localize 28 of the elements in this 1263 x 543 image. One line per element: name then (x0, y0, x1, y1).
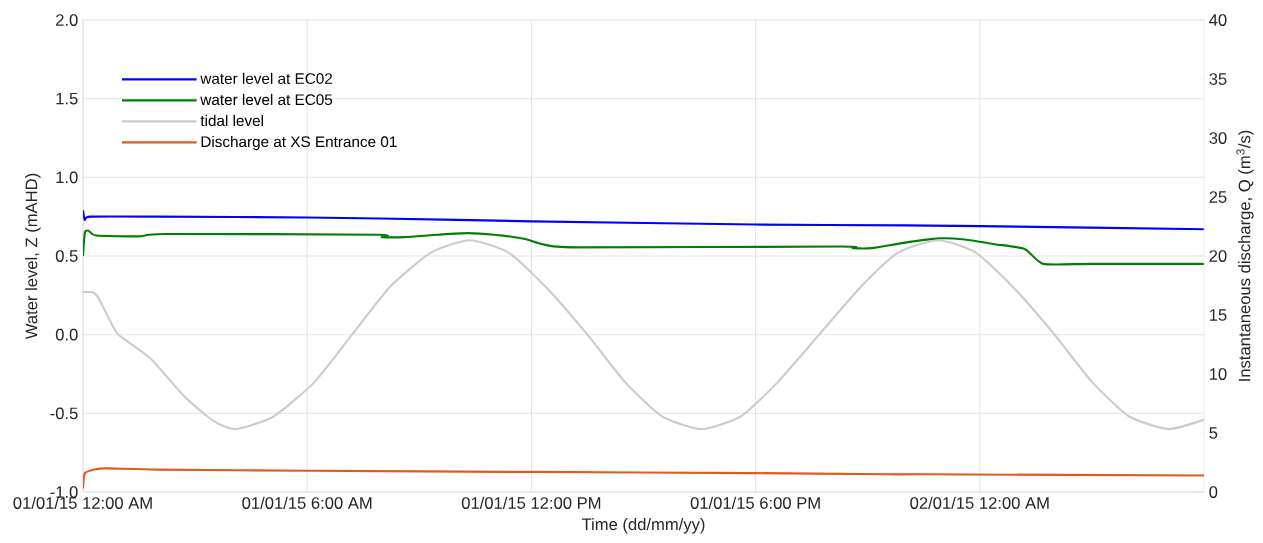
x-tick-label: 01/01/15 12:00 PM (461, 496, 601, 509)
y-tick-label: 0.0 (55, 328, 78, 341)
legend-label: water level at EC05 (200, 93, 333, 106)
y-tick-label: 1.5 (56, 92, 78, 105)
y2-tick-label: 20 (1209, 250, 1227, 262)
y2-tick-label: 10 (1209, 368, 1227, 380)
y2-tick-label: 5 (1209, 427, 1218, 439)
y2-tick-label: 40 (1209, 14, 1227, 26)
x-tick-label: 01/01/15 6:00 PM (690, 496, 820, 509)
x-tick-label: 01/01/15 6:00 AM (242, 496, 372, 509)
y-tick-label: -0.5 (50, 407, 78, 420)
y2-tick-label: 25 (1209, 191, 1227, 203)
y2-tick-label: 0 (1209, 486, 1218, 498)
x-tick-label: 02/01/15 12:00 AM (910, 496, 1049, 509)
legend-label: tidal level (200, 114, 263, 127)
y-tick-label: -1.0 (50, 486, 78, 498)
y2-tick-label: 15 (1209, 309, 1227, 321)
y-tick-label: 1.0 (56, 171, 78, 184)
y2-tick-label: 30 (1209, 132, 1227, 144)
y-tick-label: 2.0 (56, 14, 78, 26)
y-tick-label: 0.5 (55, 250, 78, 262)
x-tick-label: 01/01/15 12:00 AM (13, 496, 152, 509)
y2-tick-label: 35 (1209, 73, 1227, 85)
legend-label: Discharge at XS Entrance 01 (201, 135, 397, 151)
legend-label: water level at EC02 (200, 72, 332, 84)
y-axis-title: Water level, Z (mAHD) (25, 173, 41, 340)
x-axis-title: Time (dd/mm/yy) (581, 518, 705, 534)
y2-axis-title: Instantaneous discharge, Q (m$^{3}$/s) (1236, 130, 1254, 381)
